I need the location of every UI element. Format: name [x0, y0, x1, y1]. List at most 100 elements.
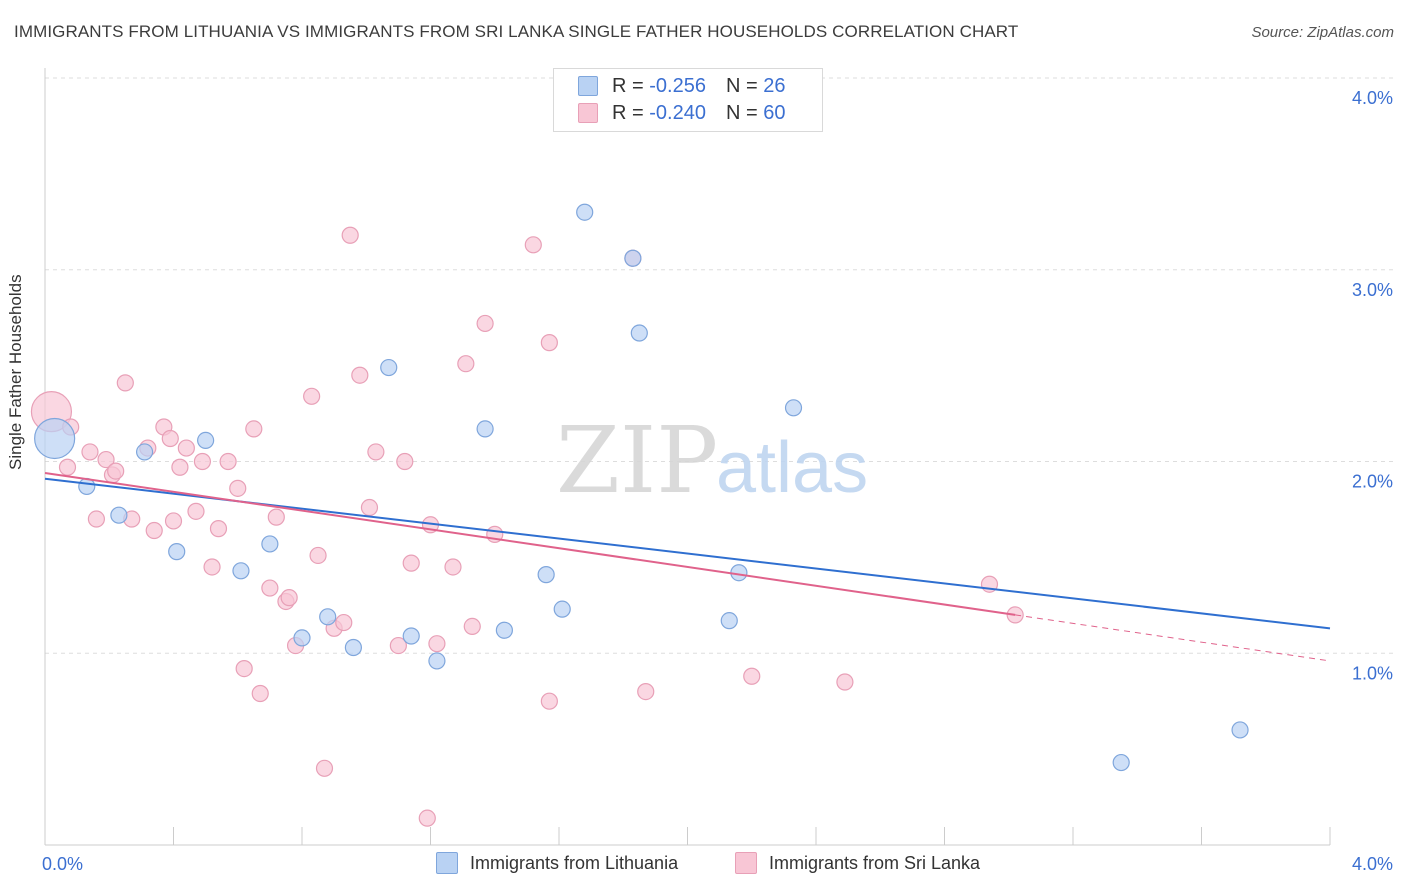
x-tick-label-left: 0.0%: [42, 854, 83, 874]
bottom-legend-swatch-srilanka: [735, 852, 757, 874]
lithuania-point: [110, 506, 128, 524]
legend-r-value: -0.240: [649, 101, 706, 124]
lithuania-point: [784, 399, 803, 417]
srilanka-point: [81, 443, 99, 461]
lithuania-point: [537, 566, 555, 584]
srilanka-point: [540, 334, 558, 352]
watermark-atlas: atlas: [716, 428, 868, 508]
y-axis-label: Single Father Households: [6, 274, 25, 470]
lithuania-point: [380, 358, 398, 377]
srilanka-point: [309, 546, 327, 565]
srilanka-point: [235, 659, 253, 678]
trend-line-srilanka: [44, 472, 1016, 616]
legend-n-value: 60: [763, 101, 786, 124]
lithuania-point: [261, 535, 279, 553]
lithuania-point: [197, 431, 215, 450]
chart-title: IMMIGRANTS FROM LITHUANIA VS IMMIGRANTS …: [14, 22, 1019, 41]
srilanka-point: [360, 498, 379, 517]
srilanka-point: [351, 366, 369, 384]
watermark-zip: ZIP: [556, 407, 718, 514]
srilanka-point: [389, 636, 407, 655]
srilanka-point: [187, 502, 205, 520]
lithuania-point: [576, 203, 594, 221]
lithuania-point: [34, 417, 76, 460]
lithuania-point: [495, 621, 513, 639]
srilanka-point: [58, 458, 77, 476]
srilanka-point: [303, 387, 321, 405]
series-lithuania: [34, 203, 1249, 772]
trend-lines: [44, 472, 1331, 662]
lithuania-point: [428, 652, 446, 670]
y-tick-label: 3.0%: [1352, 280, 1393, 300]
srilanka-point: [219, 452, 237, 471]
x-tick-labels: 0.0% 4.0%: [42, 854, 1393, 874]
x-tick-label-right: 4.0%: [1352, 854, 1393, 874]
srilanka-point: [540, 692, 558, 710]
srilanka-point: [229, 479, 247, 497]
srilanka-point: [367, 443, 385, 461]
correlation-legend: R = -0.256 N = 26 R = -0.240 N = 60: [553, 68, 823, 132]
srilanka-point: [743, 667, 761, 685]
srilanka-point: [171, 458, 189, 476]
srilanka-point: [261, 579, 279, 597]
lithuania-point: [624, 249, 642, 267]
lithuania-point: [476, 420, 494, 438]
srilanka-point: [463, 617, 481, 636]
srilanka-point: [402, 554, 420, 572]
srilanka-point: [251, 684, 269, 703]
y-tick-label: 1.0%: [1352, 663, 1393, 683]
bottom-legend-label-srilanka: Immigrants from Sri Lanka: [769, 852, 981, 873]
srilanka-point: [193, 452, 212, 471]
lithuania-point: [402, 627, 420, 645]
srilanka-point: [637, 682, 655, 701]
srilanka-point: [87, 510, 106, 528]
legend-swatch-srilanka: [578, 103, 598, 123]
srilanka-point: [476, 314, 494, 333]
srilanka-point: [418, 809, 436, 827]
srilanka-point: [836, 673, 854, 691]
srilanka-point: [107, 462, 125, 480]
srilanka-point: [267, 508, 285, 526]
legend-n-label: N =: [725, 101, 764, 124]
lithuania-point: [630, 324, 648, 342]
srilanka-point: [280, 589, 298, 607]
bottom-legend-lithuania: Immigrants from Lithuania: [436, 852, 678, 874]
srilanka-point: [341, 226, 359, 244]
y-tick-labels: 1.0% 2.0% 3.0% 4.0%: [1352, 88, 1393, 683]
srilanka-point: [428, 635, 446, 653]
lithuania-point: [168, 543, 186, 561]
srilanka-point: [177, 439, 195, 457]
srilanka-point: [315, 759, 334, 777]
legend-row-srilanka: R = -0.240 N = 60: [578, 101, 785, 125]
legend-r-value: -0.256: [649, 74, 706, 97]
srilanka-point: [524, 236, 542, 254]
srilanka-point: [203, 558, 221, 576]
legend-swatch-lithuania: [578, 76, 598, 96]
bottom-legend-srilanka: Immigrants from Sri Lanka: [735, 852, 980, 874]
series-srilanka: [30, 226, 1024, 827]
bottom-legend-swatch-lithuania: [436, 852, 458, 874]
srilanka-point: [161, 429, 179, 448]
srilanka-point: [145, 521, 163, 540]
lithuania-point: [232, 562, 250, 580]
lithuania-point: [293, 629, 311, 647]
srilanka-point: [245, 420, 263, 438]
srilanka-point: [209, 520, 228, 538]
srilanka-point: [116, 374, 134, 392]
lithuania-point: [135, 443, 154, 461]
srilanka-point: [396, 452, 414, 471]
legend-row-lithuania: R = -0.256 N = 26: [578, 74, 785, 98]
lithuania-point: [319, 608, 337, 626]
bottom-legend-label-lithuania: Immigrants from Lithuania: [470, 852, 679, 873]
y-tick-label: 2.0%: [1352, 472, 1393, 492]
lithuania-point: [344, 638, 362, 657]
legend-r-label: R =: [612, 74, 650, 97]
source-credit: Source: ZipAtlas.com: [1251, 24, 1394, 41]
lithuania-point: [720, 612, 738, 630]
srilanka-point: [335, 613, 353, 632]
y-tick-label: 4.0%: [1352, 88, 1393, 108]
legend-r-label: R =: [612, 101, 650, 124]
trend-line-srilanka-extension: [1015, 614, 1331, 662]
lithuania-point: [1231, 721, 1249, 739]
